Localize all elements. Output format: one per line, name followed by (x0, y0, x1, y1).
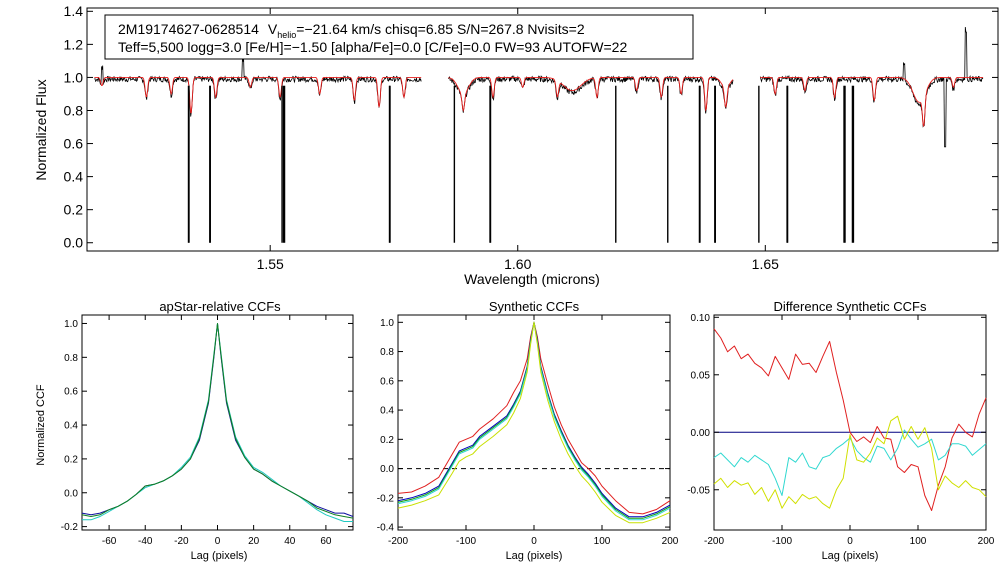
difference-ccf-axes-frame (713, 314, 987, 531)
synthetic-ccf-xlabel: Lag (pixels) (506, 550, 563, 562)
spectrum-ytick-label: 0.6 (64, 135, 84, 151)
spectrum-ytick-label: 0.0 (64, 235, 84, 251)
synthetic-ccf-series-yellow (397, 321, 671, 524)
difference-ccf-xtick-label: 100 (910, 536, 927, 547)
difference-ccf-ticks: -200 -100 0 100 200 -0.05 0.00 0.05 0.10 (687, 313, 995, 547)
difference-ccf-xtick-label: -100 (772, 536, 792, 547)
apstar-ccf-ytick-label: 0.2 (64, 454, 78, 465)
apstar-ccf-xlabel: Lag (pixels) (191, 550, 248, 562)
synthetic-ccf-xtick-label: 0 (531, 536, 537, 547)
synthetic-ccf-xtick-label: -200 (388, 536, 408, 547)
spectrum-ticks: 1.55 1.60 1.65 0.0 0.2 0.4 0.6 0.8 1.0 1.2 1.4 (64, 3, 998, 272)
apstar-ccf-xtick-label: -60 (102, 536, 117, 547)
spectrum-xtick-label: 1.65 (752, 256, 779, 272)
synthetic-ccf-ytick-label: 0.2 (380, 435, 394, 446)
apstar-ccf-panel: apStar-relative CCFs -60 -40 -20 0 20 40 60 -0.… (35, 299, 354, 562)
difference-ccf-ytick-label: 0.10 (691, 313, 711, 324)
apstar-ccf-xtick-label: -20 (174, 536, 189, 547)
apstar-ccf-ytick-label: 0.0 (64, 488, 78, 499)
apstar-ccf-series-combined (81, 323, 354, 519)
difference-ccf-xtick-label: 200 (978, 536, 995, 547)
spectrum-ylabel: Normalized Flux (33, 79, 49, 180)
vhelio-subscript: helio (277, 30, 296, 40)
stellar-parameters: Teff=5,500 logg=3.0 [Fe/H]=−1.50 [alpha/… (118, 39, 627, 55)
apstar-ccf-xtick-label: 20 (248, 536, 260, 547)
apstar-ccf-ytick-label: 0.6 (64, 387, 78, 398)
difference-ccf-title: Difference Synthetic CCFs (774, 299, 927, 314)
spectrum-xlabel: Wavelength (microns) (464, 271, 600, 287)
apstar-ccf-ticks: -60 -40 -20 0 20 40 60 -0.2 0.0 0.2 0.4 0.6 0.8 1.0 (61, 315, 353, 547)
difference-ccf-ytick-label: -0.05 (687, 485, 710, 496)
spectrum-ytick-label: 1.2 (64, 36, 84, 52)
synthetic-ccf-ytick-label: -0.4 (377, 523, 395, 534)
spectrum-observed-chip-1 (94, 58, 422, 117)
difference-ccf-xlabel: Lag (pixels) (822, 550, 879, 562)
apstar-ccf-plot-area (81, 323, 354, 522)
apstar-ccf-ytick-label: 1.0 (64, 319, 78, 330)
spectrum-xtick-label: 1.60 (504, 256, 531, 272)
spectrum-ytick-label: 1.0 (64, 69, 84, 85)
spectrum-axes-frame (86, 7, 999, 252)
synthetic-ccf-ytick-label: 0.4 (380, 406, 394, 417)
synthetic-ccf-title: Synthetic CCFs (489, 299, 580, 314)
difference-ccf-ytick-label: 0.05 (691, 370, 711, 381)
apstar-ccf-ylabel: Normalized CCF (35, 384, 47, 466)
synthetic-ccf-xtick-label: 200 (662, 536, 679, 547)
difference-ccf-xtick-label: -200 (704, 536, 724, 547)
spectrum-xtick-label: 1.55 (257, 256, 284, 272)
difference-ccf-panel: Difference Synthetic CCFs -200 -100 0 100 20… (687, 299, 995, 562)
synthetic-ccf-xtick-label: 100 (594, 536, 611, 547)
synthetic-ccf-plot-area (397, 321, 671, 524)
difference-ccf-series-cyan (713, 429, 987, 496)
spectrum-ytick-label: 1.4 (64, 3, 84, 19)
apstar-ccf-ytick-label: 0.8 (64, 353, 78, 364)
synthetic-ccf-ytick-label: -0.2 (377, 493, 395, 504)
apstar-ccf-ytick-label: 0.4 (64, 421, 78, 432)
spectrum-annotation-box: 2M19174627-0628514 Vhelio=−21.64 km/s chi… (104, 14, 694, 60)
difference-ccf-plot-area (713, 328, 987, 511)
spectrum-observed-chip-2 (448, 75, 734, 114)
apstar-ccf-axes-frame (81, 314, 354, 531)
apstar-ccf-xtick-label: 60 (320, 536, 332, 547)
spectrum-panel: 1.55 1.60 1.65 0.0 0.2 0.4 0.6 0.8 1.0 1.2 1.4 2M1… (33, 3, 999, 287)
synthetic-ccf-ytick-label: 0.8 (380, 347, 394, 358)
spectrum-stats: =−21.64 km/s chisq=6.85 S/N=267.8 Nvisit… (296, 21, 585, 37)
spectrum-model-chip-2 (448, 76, 734, 112)
apstar-ccf-xtick-label: -40 (138, 536, 153, 547)
apstar-ccf-title: apStar-relative CCFs (159, 299, 281, 314)
apstar-ccf-series-visit-1 (81, 323, 354, 517)
difference-ccf-series-red (713, 328, 987, 511)
apstar-ccf-series-visit-2 (82, 323, 353, 522)
spectrum-model-chip-1 (94, 76, 422, 114)
synthetic-ccf-ytick-label: 1.0 (380, 318, 394, 329)
spectrum-model-chip-3 (760, 76, 984, 127)
apstar-ccf-xtick-label: 40 (284, 536, 296, 547)
synthetic-ccf-ticks: -200 -100 0 100 200 -0.4 -0.2 0.0 0.2 0.4 0.6 0.8 1.… (377, 315, 679, 547)
difference-ccf-ytick-label: 0.00 (691, 428, 711, 439)
star-id: 2M19174627-0628514 (118, 21, 259, 37)
synthetic-ccf-ytick-label: 0.0 (380, 464, 394, 475)
synthetic-ccf-series-cyan (397, 321, 671, 521)
spectrum-ytick-label: 0.2 (64, 202, 84, 218)
spectrum-ytick-label: 0.8 (64, 102, 84, 118)
spectrum-observed-chip-3 (759, 26, 984, 148)
vhelio-prefix: V (268, 21, 278, 37)
synthetic-ccf-ytick-label: 0.6 (380, 376, 394, 387)
synthetic-ccf-axes-frame (397, 314, 671, 531)
synthetic-ccf-panel: Synthetic CCFs -200 -100 0 100 200 -0.4 -0.2 0.… (377, 299, 679, 562)
apstar-ccf-xtick-label: 0 (215, 536, 221, 547)
difference-ccf-series-yellow (713, 415, 987, 509)
spectrum-plot-area (94, 26, 984, 243)
synthetic-ccf-xtick-label: -100 (456, 536, 476, 547)
spectrum-ytick-label: 0.4 (64, 169, 84, 185)
difference-ccf-xtick-label: 0 (847, 536, 853, 547)
apstar-ccf-ytick-label: -0.2 (61, 522, 79, 533)
